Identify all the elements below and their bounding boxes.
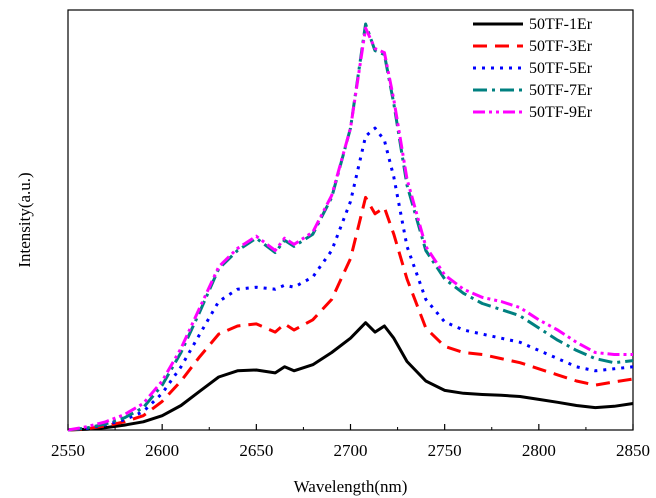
y-axis: Intensity(a.u.) [15, 172, 34, 267]
x-tick-label: 2600 [145, 441, 179, 460]
x-tick-label: 2750 [428, 441, 462, 460]
legend-label: 50TF-3Er [529, 38, 593, 55]
legend: 50TF-1Er 50TF-3Er 50TF-5Er 50TF-7Er 50TF-9Er [473, 16, 593, 121]
y-axis-label: Intensity(a.u.) [15, 172, 34, 267]
series-line-50tf-3er [67, 195, 634, 432]
x-tick-label: 2700 [334, 441, 368, 460]
legend-label: 50TF-9Er [529, 104, 593, 121]
series-line-50tf-1er [67, 321, 634, 432]
series-line-50tf-9er [67, 26, 633, 432]
series-line-50tf-5er [67, 126, 634, 432]
legend-label: 50TF-5Er [529, 60, 593, 77]
plot-area [67, 9, 634, 432]
x-axis-label: Wavelength(nm) [294, 477, 408, 496]
x-ticks: 2550 2600 2650 2700 2750 2800 2850 [51, 424, 650, 460]
x-axis: 2550 2600 2650 2700 2750 2800 2850 Wavelength(… [51, 424, 650, 496]
legend-label: 50TF-1Er [529, 16, 593, 33]
x-tick-label: 2550 [51, 441, 85, 460]
legend-label: 50TF-7Er [529, 82, 593, 99]
x-tick-label: 2650 [239, 441, 273, 460]
x-tick-label: 2850 [616, 441, 650, 460]
x-tick-label: 2800 [522, 441, 556, 460]
series-line-50tf-7er [67, 22, 634, 432]
series-lines [67, 22, 634, 432]
